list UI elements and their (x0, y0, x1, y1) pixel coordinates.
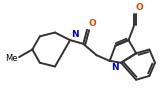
Text: O: O (135, 3, 143, 12)
Text: Me: Me (5, 54, 17, 62)
Text: O: O (88, 19, 96, 28)
Text: N: N (71, 30, 79, 39)
Text: N: N (111, 63, 118, 72)
